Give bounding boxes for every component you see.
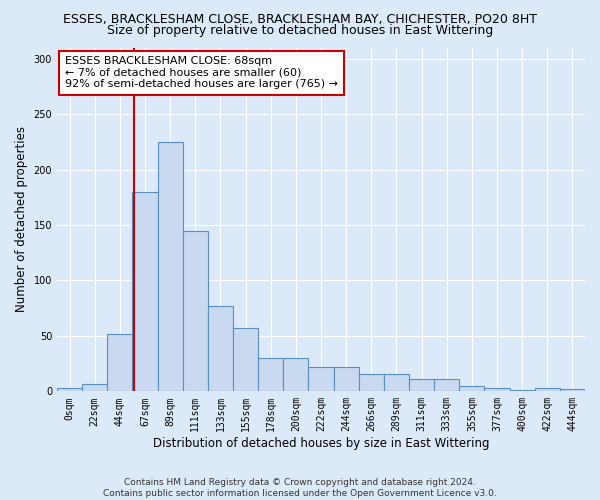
- Text: ESSES BRACKLESHAM CLOSE: 68sqm
← 7% of detached houses are smaller (60)
92% of s: ESSES BRACKLESHAM CLOSE: 68sqm ← 7% of d…: [65, 56, 338, 90]
- Bar: [233, 328, 258, 392]
- Bar: [560, 389, 585, 392]
- Text: ESSES, BRACKLESHAM CLOSE, BRACKLESHAM BAY, CHICHESTER, PO20 8HT: ESSES, BRACKLESHAM CLOSE, BRACKLESHAM BA…: [63, 12, 537, 26]
- Bar: [158, 142, 183, 392]
- Bar: [459, 386, 484, 392]
- Bar: [258, 358, 283, 392]
- Bar: [283, 358, 308, 392]
- Bar: [434, 379, 459, 392]
- Bar: [183, 230, 208, 392]
- Text: Contains HM Land Registry data © Crown copyright and database right 2024.
Contai: Contains HM Land Registry data © Crown c…: [103, 478, 497, 498]
- Bar: [57, 388, 82, 392]
- Bar: [535, 388, 560, 392]
- X-axis label: Distribution of detached houses by size in East Wittering: Distribution of detached houses by size …: [153, 437, 489, 450]
- Y-axis label: Number of detached properties: Number of detached properties: [15, 126, 28, 312]
- Text: Size of property relative to detached houses in East Wittering: Size of property relative to detached ho…: [107, 24, 493, 37]
- Bar: [384, 374, 409, 392]
- Bar: [308, 367, 334, 392]
- Bar: [334, 367, 359, 392]
- Bar: [409, 379, 434, 392]
- Bar: [359, 374, 384, 392]
- Bar: [509, 390, 535, 392]
- Bar: [82, 384, 107, 392]
- Bar: [133, 192, 158, 392]
- Bar: [107, 334, 133, 392]
- Bar: [484, 388, 509, 392]
- Bar: [208, 306, 233, 392]
